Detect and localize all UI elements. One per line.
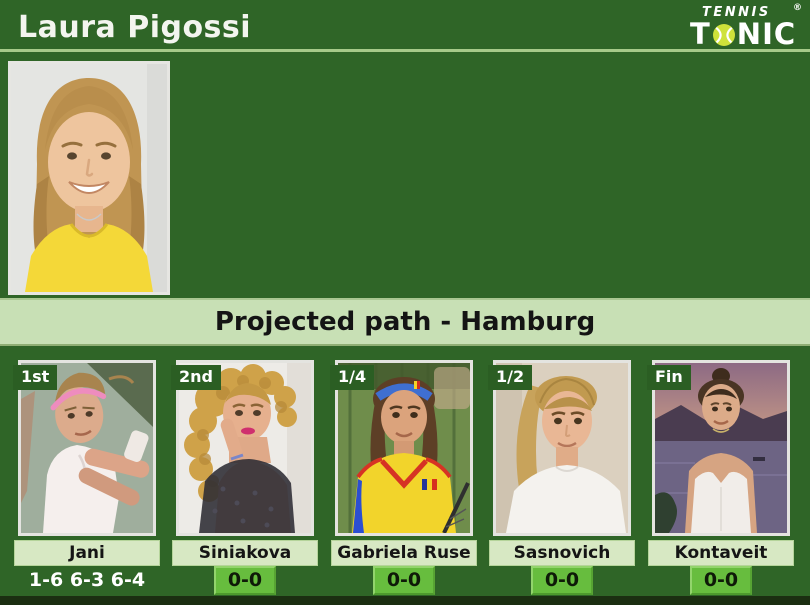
round-label: Fin: [647, 365, 691, 390]
section-banner: Projected path - Hamburg: [0, 298, 810, 346]
header-divider: [0, 49, 810, 52]
laura-pigossi-portrait-image: [11, 64, 167, 292]
round-card-2nd: 2nd Siniakova 0-0: [171, 358, 318, 605]
tennis-tonic-logo[interactable]: TENNIS ® T NIC: [690, 3, 802, 49]
siniakova-portrait-image: [179, 363, 311, 533]
match-score: 1-6 6-3 6-4: [28, 569, 146, 591]
round-result: 1-6 6-3 6-4: [14, 566, 160, 594]
logo-tonic-nic: NIC: [736, 17, 797, 51]
opponent-name[interactable]: Jani: [14, 540, 160, 566]
laura-pigossi-photo[interactable]: [8, 61, 170, 295]
banner-title: Projected path - Hamburg: [214, 307, 596, 337]
round-result: 0-0: [489, 566, 635, 595]
round-card-1st: 1st Jani 1-6 6-3 6-4: [13, 358, 160, 605]
round-result: 0-0: [648, 566, 794, 595]
round-label: 1/2: [488, 365, 533, 390]
ruse-portrait-image: [338, 363, 470, 533]
sasnovich-portrait-image: [496, 363, 628, 533]
h2h-record[interactable]: 0-0: [689, 566, 753, 595]
round-card-final: Fin Kontaveit 0-0: [647, 358, 794, 605]
opponent-name[interactable]: Kontaveit: [648, 540, 794, 566]
round-result: 0-0: [172, 566, 318, 595]
bottom-bar: [0, 596, 810, 605]
opponent-photo-kontaveit[interactable]: Fin: [647, 360, 790, 536]
round-result: 0-0: [331, 566, 477, 595]
round-card-semifinal: 1/2 Sasnovich 0-0: [488, 358, 635, 605]
opponent-photo-sasnovich[interactable]: 1/2: [488, 360, 631, 536]
logo-tennis-wordmark: TENNIS ®: [690, 3, 802, 20]
logo-tonic-t: T: [690, 17, 711, 51]
opponent-name[interactable]: Gabriela Ruse: [331, 540, 477, 566]
round-label: 1/4: [330, 365, 375, 390]
page-title: Laura Pigossi: [18, 10, 252, 45]
h2h-record[interactable]: 0-0: [530, 566, 594, 595]
registered-trademark: ®: [793, 3, 802, 13]
h2h-record[interactable]: 0-0: [213, 566, 277, 595]
jani-portrait-image: [21, 363, 153, 533]
opponent-photo-siniakova[interactable]: 2nd: [171, 360, 314, 536]
opponent-photo-jani[interactable]: 1st: [13, 360, 156, 536]
round-card-quarterfinal: 1/4 Gabriela Ruse 0-0: [330, 358, 477, 605]
round-label: 1st: [13, 365, 58, 390]
opponent-name[interactable]: Sasnovich: [489, 540, 635, 566]
opponent-photo-ruse[interactable]: 1/4: [330, 360, 473, 536]
opponent-name[interactable]: Siniakova: [172, 540, 318, 566]
tennis-ball-icon: [712, 23, 736, 47]
logo-tonic-wordmark: T NIC: [690, 20, 798, 49]
h2h-record[interactable]: 0-0: [372, 566, 436, 595]
logo-tennis-text: TENNIS: [702, 5, 771, 20]
round-label: 2nd: [171, 365, 221, 390]
